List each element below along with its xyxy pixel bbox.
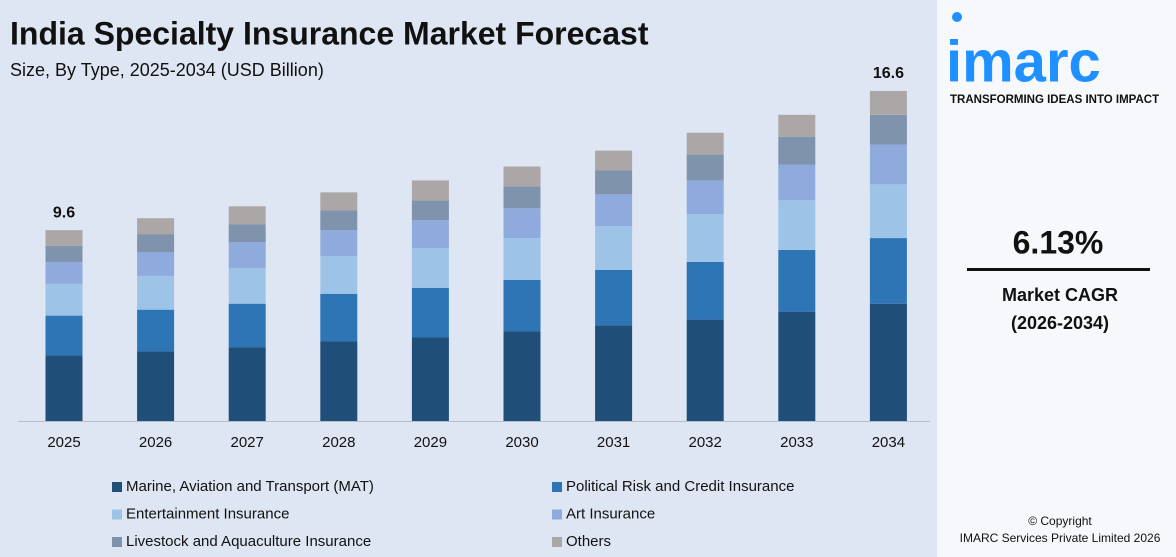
company: IMARC Services Private Limited 2026 bbox=[960, 531, 1161, 545]
bar-segment bbox=[411, 200, 449, 221]
total-label: 16.6 bbox=[873, 65, 904, 82]
bar-segment bbox=[595, 226, 633, 270]
bar-segment bbox=[228, 242, 266, 268]
total-label: 9.6 bbox=[53, 204, 75, 221]
bar-segment bbox=[137, 351, 175, 421]
bar-segment bbox=[137, 309, 175, 352]
legend-swatch bbox=[112, 537, 122, 547]
bar-segment bbox=[869, 184, 907, 239]
bar-segment bbox=[411, 220, 449, 249]
bar-segment bbox=[686, 319, 724, 421]
bar-segment bbox=[686, 180, 724, 215]
bar-segment bbox=[228, 347, 266, 421]
legend-swatch bbox=[552, 509, 562, 520]
bar-segment bbox=[228, 303, 266, 348]
bar-segment bbox=[45, 261, 83, 284]
bar-segment bbox=[45, 283, 83, 316]
bar-segment bbox=[778, 136, 816, 165]
legend-swatch bbox=[552, 537, 562, 547]
bar-segment bbox=[45, 355, 83, 421]
bar-segment bbox=[595, 325, 633, 421]
x-tick-label: 2026 bbox=[139, 434, 172, 451]
x-tick-label: 2028 bbox=[322, 434, 355, 451]
legend-swatch bbox=[552, 482, 562, 492]
tagline: TRANSFORMING IDEAS INTO IMPACT bbox=[950, 94, 1159, 106]
x-tick-label: 2034 bbox=[872, 434, 905, 451]
bar-segment bbox=[503, 186, 541, 209]
bar-segment bbox=[869, 114, 907, 145]
sidebar-background bbox=[937, 0, 1176, 557]
bar-segment bbox=[595, 150, 633, 171]
bar-segment bbox=[320, 192, 358, 211]
bar-segment bbox=[686, 132, 724, 155]
x-tick-label: 2030 bbox=[505, 434, 538, 451]
bar-segment bbox=[45, 246, 83, 262]
chart-subtitle: Size, By Type, 2025-2034 (USD Billion) bbox=[10, 60, 324, 80]
bar-segment bbox=[411, 287, 449, 338]
x-tick-label: 2025 bbox=[47, 434, 80, 451]
bar-segment bbox=[411, 248, 449, 288]
legend-label: Others bbox=[566, 533, 611, 550]
bar-segment bbox=[320, 341, 358, 421]
bar-segment bbox=[228, 206, 266, 225]
legend-label: Art Insurance bbox=[566, 505, 655, 522]
bar-segment bbox=[503, 166, 541, 187]
x-tick-label: 2031 bbox=[597, 434, 630, 451]
chart-title: India Specialty Insurance Market Forecas… bbox=[10, 15, 649, 51]
x-tick-label: 2029 bbox=[414, 434, 447, 451]
bar-segment bbox=[686, 214, 724, 262]
bar-segment bbox=[411, 180, 449, 201]
bar-segment bbox=[686, 154, 724, 181]
bar-segment bbox=[503, 208, 541, 239]
bar-segment bbox=[45, 230, 83, 247]
legend-label: Political Risk and Credit Insurance bbox=[566, 478, 794, 495]
bar-segment bbox=[869, 90, 907, 115]
bar-segment bbox=[320, 293, 358, 342]
bar-segment bbox=[595, 269, 633, 326]
bar-segment bbox=[228, 224, 266, 243]
bar-segment bbox=[778, 311, 816, 421]
bar-segment bbox=[869, 303, 907, 421]
logo: imarc bbox=[946, 29, 1101, 94]
bar-segment bbox=[45, 315, 83, 356]
legend-label: Marine, Aviation and Transport (MAT) bbox=[126, 478, 374, 495]
x-tick-label: 2032 bbox=[689, 434, 722, 451]
bar-segment bbox=[503, 331, 541, 421]
bar-segment bbox=[137, 234, 175, 252]
bar-segment bbox=[503, 238, 541, 280]
bar-segment bbox=[778, 164, 816, 201]
bar-segment bbox=[869, 144, 907, 185]
bar-segment bbox=[320, 210, 358, 231]
copyright: © Copyright bbox=[1028, 514, 1092, 528]
bar-segment bbox=[869, 238, 907, 304]
x-tick-label: 2033 bbox=[780, 434, 813, 451]
logo-dot bbox=[952, 12, 962, 22]
bar-segment bbox=[595, 170, 633, 195]
cagr-value: 6.13% bbox=[1013, 224, 1104, 260]
bar-segment bbox=[503, 279, 541, 332]
bar-segment bbox=[137, 275, 175, 310]
legend-swatch bbox=[112, 482, 122, 492]
legend-label: Livestock and Aquaculture Insurance bbox=[126, 533, 371, 550]
bar-segment bbox=[137, 218, 175, 235]
bar-segment bbox=[778, 250, 816, 312]
legend-label: Entertainment Insurance bbox=[126, 505, 289, 522]
bar-segment bbox=[320, 230, 358, 256]
bar-segment bbox=[228, 267, 266, 304]
bar-segment bbox=[411, 337, 449, 421]
bar-segment bbox=[595, 194, 633, 227]
bar-segment bbox=[320, 255, 358, 294]
x-tick-label: 2027 bbox=[231, 434, 264, 451]
bar-segment bbox=[778, 114, 816, 137]
legend-swatch bbox=[112, 509, 122, 520]
bar-segment bbox=[137, 252, 175, 276]
cagr-label: Market CAGR bbox=[1002, 285, 1118, 305]
bar-segment bbox=[686, 261, 724, 320]
bar-segment bbox=[778, 200, 816, 251]
cagr-period: (2026-2034) bbox=[1011, 313, 1109, 333]
